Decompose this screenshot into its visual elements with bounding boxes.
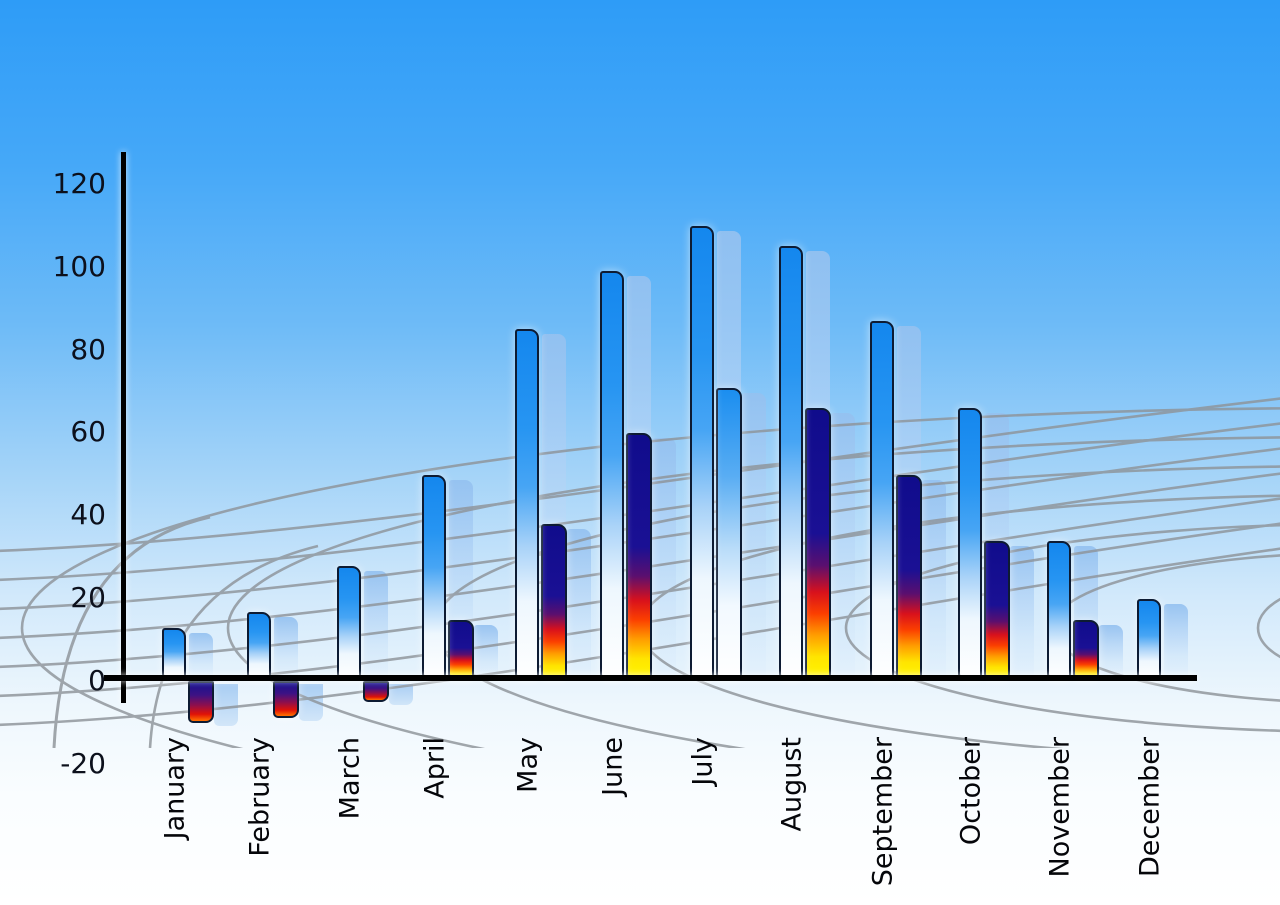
bar-november-primary [1047,541,1071,680]
bar-february-primary [247,611,271,680]
x-axis-label-july: July [687,737,719,786]
bar-july-secondary [716,387,742,680]
grid-ring [1256,597,1280,659]
bar-december-primary [1137,599,1161,680]
x-axis-label-december: December [1134,737,1166,878]
bar-april-secondary [448,619,474,680]
x-axis-label-september: September [867,737,899,887]
y-axis-tick--20: -20 [60,746,106,780]
y-axis-line [121,152,126,703]
bar-january-secondary [188,681,214,723]
x-axis-label-may: May [512,737,544,793]
bar-october-secondary-shadow [1010,546,1034,678]
x-axis-label-april: April [419,737,451,799]
grid-corner-arc [148,544,319,748]
bar-february-secondary [273,681,299,719]
grid-ring [21,407,1280,748]
bar-may-secondary [541,524,567,680]
bar-january-primary [162,628,186,680]
bar-september-secondary [896,474,922,680]
x-axis-label-march: March [334,737,366,820]
x-axis-label-august: August [776,737,808,832]
bar-september-primary [870,321,894,680]
y-axis-tick-0: 0 [88,663,106,697]
grid-corner-arc [52,515,211,748]
y-axis-tick-60: 60 [70,415,106,449]
bar-june-secondary [626,433,652,680]
bar-march-secondary [363,681,389,702]
grid-ring [844,523,1280,733]
bar-january-secondary-shadow [214,684,238,726]
bar-december-primary-shadow [1164,604,1188,678]
x-axis-label-january: January [159,737,191,840]
bar-september-secondary-shadow [922,479,946,678]
bar-may-primary [515,329,539,680]
x-axis-label-june: June [597,737,629,796]
bar-february-primary-shadow [274,616,298,678]
bar-march-secondary-shadow [389,684,413,705]
bar-january-primary-shadow [189,633,213,678]
bar-october-secondary [984,541,1010,680]
y-axis-tick-80: 80 [70,332,106,366]
x-axis-line [104,675,1197,681]
y-axis-tick-20: 20 [70,581,106,614]
x-axis-label-october: October [955,737,987,846]
bar-august-primary [779,246,803,680]
bar-october-primary [958,408,982,680]
y-axis-tick-40: 40 [70,498,106,532]
x-axis-label-november: November [1044,737,1076,878]
y-axis-tick-120: 120 [52,167,106,200]
x-axis-label-february: February [244,737,276,857]
bar-april-primary [422,474,446,680]
grid-ring [227,436,1280,748]
y-axis-tick-100: 100 [52,249,106,283]
bar-april-secondary-shadow [474,624,498,678]
